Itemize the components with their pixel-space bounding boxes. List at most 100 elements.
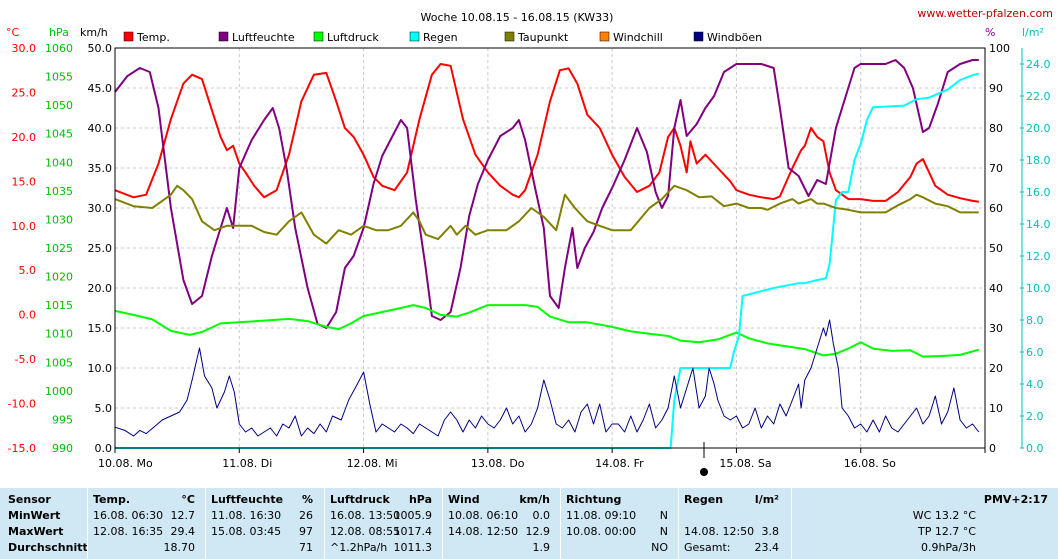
series-line-1 (114, 59, 979, 329)
pressure-tick-label: 1005 (45, 356, 73, 369)
column-header: Luftdruck (330, 493, 390, 506)
legend-swatch (313, 31, 324, 42)
cell-date: 10.08. 06:10 (448, 509, 519, 522)
x-tick-label: 14.08. Fr (595, 457, 644, 470)
cell-value: 0.0 (532, 509, 551, 522)
pressure-tick-label: 1040 (45, 156, 73, 169)
pressure-tick-label: 1020 (45, 271, 73, 284)
wind-tick-label: 35.0 (88, 162, 113, 175)
pressure-tick-label: 1010 (45, 328, 73, 341)
x-tick-label: 12.08. Mi (347, 457, 398, 470)
chart-title: Woche 10.08.15 - 16.08.15 (KW33) (421, 11, 614, 24)
temp-unit: °C (6, 26, 20, 39)
row-label: Sensor (8, 493, 51, 506)
cell-value: 18.70 (163, 541, 196, 554)
legend-label: Regen (423, 31, 458, 44)
pressure-tick-label: 1015 (45, 299, 73, 312)
humidity-tick-label: 40 (989, 282, 1003, 295)
column-header: Wind (448, 493, 480, 506)
labels-group: Woche 10.08.15 - 16.08.15 (KW33) www.wett… (6, 7, 1053, 476)
legend-swatch (409, 31, 420, 42)
column-unit: hPa (408, 493, 432, 506)
cell-date: 12.08. 08:55 (330, 525, 401, 538)
column-header: Luftfeuchte (211, 493, 284, 506)
legend-label: Temp. (136, 31, 170, 44)
wind-tick-label: 30.0 (88, 202, 113, 215)
cell-value: N (659, 509, 668, 522)
humidity-tick-label: 60 (989, 202, 1003, 215)
table-separator (205, 488, 206, 559)
legend-label: Luftfeuchte (232, 31, 295, 44)
rain-tick-label: 8.0 (1026, 314, 1044, 327)
pct-unit: % (985, 26, 995, 39)
temp-tick-label: -5.0 (15, 353, 36, 366)
column-header: Richtung (566, 493, 622, 506)
rain-tick-label: 20.0 (1026, 122, 1051, 135)
wind-unit: km/h (80, 26, 108, 39)
cell-value: 1.9 (532, 541, 551, 554)
pmv-line: WC 13.2 °C (912, 509, 976, 522)
cell-value: 1005.9 (393, 509, 433, 522)
cell-value: 26 (299, 509, 313, 522)
wind-tick-label: 15.0 (88, 322, 113, 335)
temp-tick-label: 30.0 (12, 42, 37, 55)
legend-swatch (504, 31, 515, 42)
humidity-tick-label: 80 (989, 122, 1003, 135)
column-unit: % (301, 493, 313, 506)
column-header: Regen (684, 493, 724, 506)
cell-value: 97 (299, 525, 313, 538)
rain-tick-label: 22.0 (1026, 90, 1051, 103)
column-unit: °C (181, 493, 195, 506)
table-separator (560, 488, 561, 559)
pressure-tick-label: 1000 (45, 385, 73, 398)
column-header: Temp. (93, 493, 131, 506)
rain-tick-label: 6.0 (1026, 346, 1044, 359)
cell-value: NO (651, 541, 668, 554)
cell-date: 15.08. 03:45 (211, 525, 282, 538)
pressure-tick-label: 995 (52, 413, 73, 426)
pressure-tick-label: 1060 (45, 42, 73, 55)
temp-tick-label: 10.0 (12, 220, 37, 233)
axes-group (114, 47, 1023, 453)
wind-tick-label: 5.0 (95, 402, 113, 415)
wind-tick-label: 10.0 (88, 362, 113, 375)
legend-label: Windböen (707, 31, 762, 44)
cell-date: 11.08. 16:30 (211, 509, 282, 522)
weather-chart: Woche 10.08.15 - 16.08.15 (KW33) www.wett… (6, 7, 1053, 476)
temp-tick-label: 5.0 (19, 264, 37, 277)
series-group (114, 59, 980, 449)
pressure-tick-label: 1045 (45, 128, 73, 141)
cell-value: N (659, 525, 668, 538)
wind-tick-label: 25.0 (88, 242, 113, 255)
table-separator (324, 488, 325, 559)
pressure-tick-label: 1025 (45, 242, 73, 255)
rain-tick-label: 4.0 (1026, 378, 1044, 391)
cell-date: 14.08. 12:50 (448, 525, 519, 538)
cell-date: 10.08. 00:00 (566, 525, 637, 538)
rain-tick-label: 0.0 (1026, 442, 1044, 455)
legend-swatch (599, 31, 610, 42)
x-tick-label: 11.08. Di (222, 457, 272, 470)
series-line-5 (114, 319, 980, 437)
table-separator (442, 488, 443, 559)
row-label: Durchschnitt (8, 541, 88, 554)
wind-tick-label: 45.0 (88, 82, 113, 95)
rain-tick-label: 10.0 (1026, 282, 1051, 295)
legend-swatch (693, 31, 704, 42)
pressure-tick-label: 1050 (45, 99, 73, 112)
cell-date: 11.08. 09:10 (566, 509, 637, 522)
series-line-2 (114, 304, 980, 358)
hpa-unit: hPa (49, 26, 69, 39)
rain-unit: l/m² (1022, 26, 1044, 39)
row-label: MinWert (8, 509, 61, 522)
series-line-3 (115, 72, 980, 449)
row-label: MaxWert (8, 525, 64, 538)
humidity-tick-label: 50 (989, 242, 1003, 255)
temp-tick-label: -15.0 (8, 442, 36, 455)
cell-value: 71 (299, 541, 313, 554)
pressure-tick-label: 990 (52, 442, 73, 455)
legend-swatch (218, 31, 229, 42)
x-tick-label: 16.08. So (844, 457, 896, 470)
column-unit: km/h (519, 493, 550, 506)
pressure-tick-label: 1055 (45, 71, 73, 84)
